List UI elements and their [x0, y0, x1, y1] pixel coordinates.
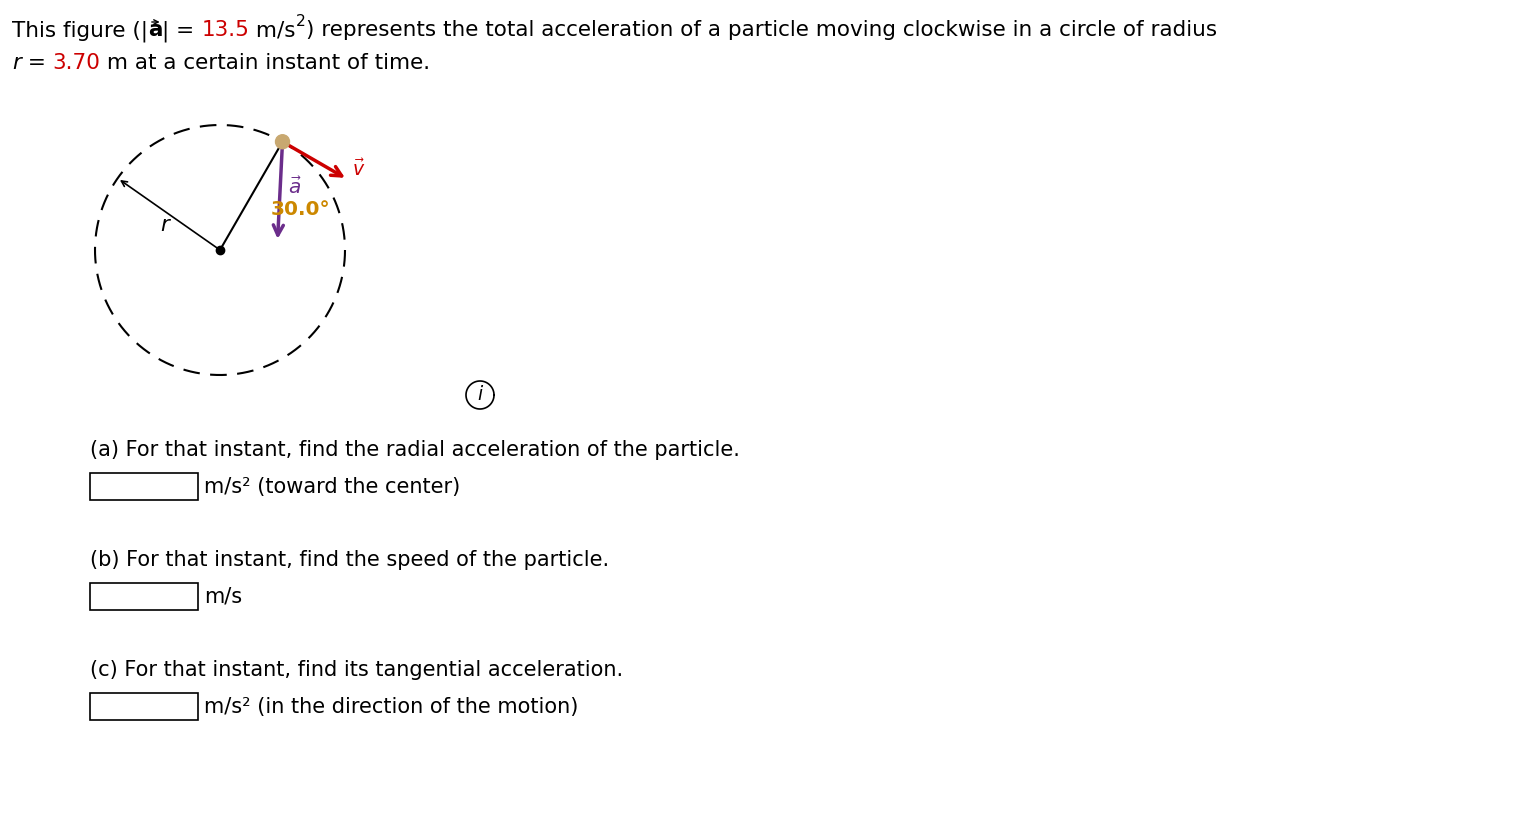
Text: 2: 2	[296, 14, 306, 29]
Text: 3.70: 3.70	[52, 52, 100, 72]
FancyBboxPatch shape	[91, 473, 198, 500]
Text: m/s: m/s	[204, 587, 243, 607]
Text: 13.5: 13.5	[201, 20, 249, 40]
Text: | =: | =	[163, 20, 201, 42]
Text: m/s² (in the direction of the motion): m/s² (in the direction of the motion)	[204, 696, 579, 716]
Text: (a) For that instant, find the radial acceleration of the particle.: (a) For that instant, find the radial ac…	[91, 440, 740, 460]
Text: m at a certain instant of time.: m at a certain instant of time.	[100, 52, 430, 72]
Text: 30.0°: 30.0°	[270, 200, 330, 219]
Text: r: r	[12, 52, 22, 72]
Text: $\vec{v}$: $\vec{v}$	[352, 159, 366, 179]
Text: =: =	[22, 52, 52, 72]
FancyBboxPatch shape	[91, 693, 198, 720]
Text: a: a	[147, 20, 163, 40]
Text: r: r	[161, 215, 169, 235]
Text: (c) For that instant, find its tangential acceleration.: (c) For that instant, find its tangentia…	[91, 660, 624, 680]
FancyBboxPatch shape	[91, 583, 198, 610]
Text: $\vec{a}$: $\vec{a}$	[287, 176, 301, 198]
Text: m/s² (toward the center): m/s² (toward the center)	[204, 476, 461, 496]
Text: i: i	[478, 386, 482, 405]
Text: (b) For that instant, find the speed of the particle.: (b) For that instant, find the speed of …	[91, 550, 610, 570]
Text: ) represents the total acceleration of a particle moving clockwise in a circle o: ) represents the total acceleration of a…	[306, 20, 1217, 40]
Text: This figure (|: This figure (|	[12, 20, 147, 42]
Text: m/s: m/s	[249, 20, 296, 40]
Circle shape	[275, 135, 289, 149]
